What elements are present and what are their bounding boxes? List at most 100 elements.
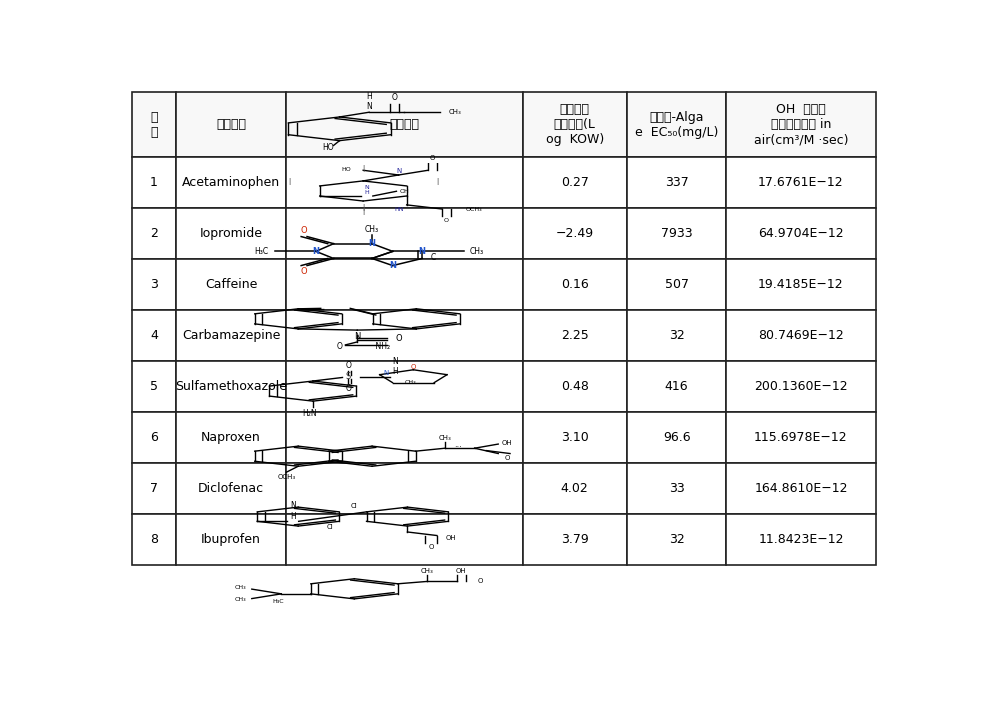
Bar xyxy=(286,463,523,514)
Text: 416: 416 xyxy=(665,380,688,393)
Text: O: O xyxy=(301,226,308,235)
Text: 164.8610E−12: 164.8610E−12 xyxy=(754,482,847,496)
Text: HO: HO xyxy=(322,143,333,153)
Bar xyxy=(286,92,523,157)
Bar xyxy=(627,412,726,463)
Text: OH: OH xyxy=(446,535,456,541)
Bar xyxy=(176,92,286,157)
Text: ···: ··· xyxy=(454,443,462,452)
Bar xyxy=(627,361,726,412)
Bar xyxy=(132,412,176,463)
Text: CH₃: CH₃ xyxy=(438,435,451,441)
Text: H₂N: H₂N xyxy=(303,409,318,418)
Bar xyxy=(726,463,876,514)
Text: O: O xyxy=(429,544,434,550)
Bar xyxy=(726,157,876,208)
Text: O: O xyxy=(336,342,342,352)
Text: O: O xyxy=(444,218,449,223)
Text: O: O xyxy=(301,267,308,277)
Bar xyxy=(726,208,876,259)
Text: O: O xyxy=(391,93,397,102)
Bar xyxy=(176,412,286,463)
Bar xyxy=(523,310,627,361)
Bar xyxy=(176,361,286,412)
Text: N: N xyxy=(419,247,426,256)
Text: Ibuprofen: Ibuprofen xyxy=(202,533,261,546)
Bar xyxy=(176,463,286,514)
Text: 7: 7 xyxy=(150,482,158,496)
Bar xyxy=(523,361,627,412)
Text: Diclofenac: Diclofenac xyxy=(198,482,264,496)
Text: CH₃: CH₃ xyxy=(449,109,462,116)
Text: N: N xyxy=(389,261,396,270)
Bar xyxy=(132,361,176,412)
Text: OH: OH xyxy=(501,440,512,446)
Text: 8: 8 xyxy=(150,533,158,546)
Text: CH₃: CH₃ xyxy=(421,568,434,574)
Text: N
H: N H xyxy=(364,185,369,195)
Bar xyxy=(726,412,876,463)
Text: CH₃: CH₃ xyxy=(365,225,379,234)
Text: Sulfamethoxazole: Sulfamethoxazole xyxy=(175,380,287,393)
Bar xyxy=(627,157,726,208)
Text: 33: 33 xyxy=(668,482,684,496)
Text: OH  라디칼
반응속도상수 in
air(cm³/M ·sec): OH 라디칼 반응속도상수 in air(cm³/M ·sec) xyxy=(754,103,848,146)
Bar xyxy=(286,259,523,310)
Text: 200.1360E−12: 200.1360E−12 xyxy=(754,380,847,393)
Bar xyxy=(132,310,176,361)
Text: 32: 32 xyxy=(668,533,684,546)
Text: Caffeine: Caffeine xyxy=(204,278,258,291)
Bar xyxy=(286,361,523,412)
Text: HO: HO xyxy=(342,167,351,172)
Text: OCH₃: OCH₃ xyxy=(277,474,296,480)
Text: O: O xyxy=(504,455,509,461)
Text: 115.6978E−12: 115.6978E−12 xyxy=(754,431,847,444)
Text: 4.02: 4.02 xyxy=(561,482,589,496)
Text: 19.4185E−12: 19.4185E−12 xyxy=(758,278,843,291)
Text: 0.16: 0.16 xyxy=(561,278,589,291)
Text: CH₃: CH₃ xyxy=(404,380,416,385)
Text: O: O xyxy=(411,364,416,371)
Bar xyxy=(176,157,286,208)
Text: 1: 1 xyxy=(150,176,158,189)
Text: N: N xyxy=(396,168,401,174)
Text: Carbamazepine: Carbamazepine xyxy=(182,329,280,342)
Text: N: N xyxy=(383,371,388,376)
Bar xyxy=(132,463,176,514)
Text: N: N xyxy=(369,239,376,248)
Bar xyxy=(523,157,627,208)
Bar xyxy=(726,514,876,565)
Text: Iopromide: Iopromide xyxy=(200,227,262,240)
Bar xyxy=(627,463,726,514)
Text: C: C xyxy=(432,253,436,262)
Text: O: O xyxy=(345,361,351,370)
Bar xyxy=(523,208,627,259)
Bar xyxy=(726,92,876,157)
Text: N: N xyxy=(354,332,361,342)
Text: 337: 337 xyxy=(665,176,688,189)
Text: 0.48: 0.48 xyxy=(560,380,589,393)
Text: I: I xyxy=(436,178,438,187)
Text: 분자구조: 분자구조 xyxy=(389,118,420,131)
Text: HN: HN xyxy=(394,207,404,212)
Text: 0.27: 0.27 xyxy=(560,176,589,189)
Text: O: O xyxy=(395,334,402,344)
Text: CH₃: CH₃ xyxy=(234,597,246,602)
Text: CH₃: CH₃ xyxy=(234,585,246,590)
Text: 독성도-Alga
e  EC₅₀(mg/L): 독성도-Alga e EC₅₀(mg/L) xyxy=(635,111,719,138)
Text: −2.49: −2.49 xyxy=(555,227,594,240)
Text: 번
호: 번 호 xyxy=(150,111,158,138)
Text: Acetaminophen: Acetaminophen xyxy=(182,176,280,189)
Bar xyxy=(627,208,726,259)
Bar xyxy=(523,463,627,514)
Bar xyxy=(523,92,627,157)
Text: 7933: 7933 xyxy=(661,227,692,240)
Bar xyxy=(627,259,726,310)
Text: I: I xyxy=(288,178,290,187)
Text: 32: 32 xyxy=(668,329,684,342)
Bar xyxy=(286,412,523,463)
Text: 5: 5 xyxy=(150,380,158,393)
Text: 6: 6 xyxy=(150,431,158,444)
Text: I: I xyxy=(362,165,365,174)
Bar xyxy=(132,259,176,310)
